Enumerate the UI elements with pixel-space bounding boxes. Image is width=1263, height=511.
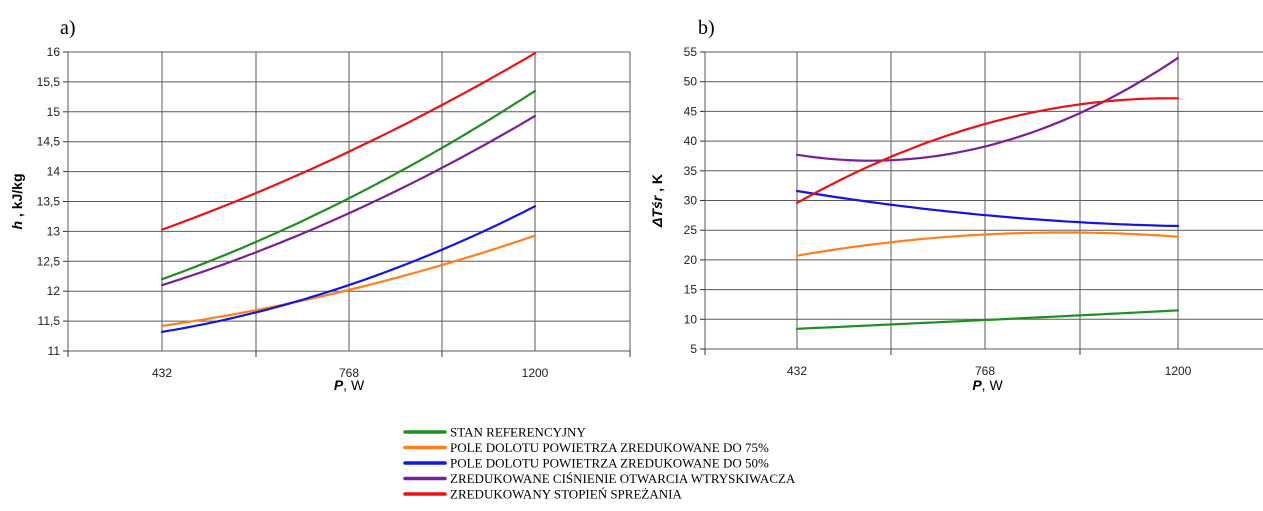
x-axis-title: P, W <box>972 377 1003 393</box>
y-tick-label: 11 <box>48 344 61 358</box>
y-axis-title: h , kJ/kg <box>9 173 25 229</box>
y-tick-label: 40 <box>684 134 698 148</box>
y-axis-symbol: h <box>9 221 25 230</box>
y-tick-label: 30 <box>684 194 698 208</box>
legend-label: POLE DOLOTU POWIETRZA ZREDUKOWANE DO 50% <box>450 456 769 471</box>
y-tick-label: 14,5 <box>37 135 61 149</box>
legend-label: STAN REFERENCYJNY <box>450 425 586 440</box>
y-axis-unit: , K <box>649 174 665 196</box>
y-tick-label: 15 <box>47 105 61 119</box>
x-tick-label: 432 <box>787 364 807 378</box>
chart-panel-b: b) 5 10 15 20 25 30 35 40 45 50 55 432 768 1200 P, W ΔTś… <box>649 17 1263 393</box>
y-tick-label: 12,5 <box>37 254 61 268</box>
series-line-3 <box>797 191 1178 226</box>
y-tick-label: 16 <box>47 45 61 59</box>
panel-label: a) <box>60 17 76 39</box>
x-tick-label: 432 <box>152 366 172 380</box>
y-tick-label: 10 <box>684 312 698 326</box>
y-tick-label: 11,5 <box>38 314 61 328</box>
y-tick-label: 25 <box>684 223 698 237</box>
y-axis-symbol: ΔTśr <box>649 194 665 228</box>
legend-label: POLE DOLOTU POWIETRZA ZREDUKOWANE DO 75% <box>450 440 769 455</box>
x-tick-label: 768 <box>975 364 995 378</box>
y-tick-label: 14 <box>47 165 61 179</box>
y-tick-label: 35 <box>684 164 698 178</box>
y-tick-label: 12 <box>47 284 61 298</box>
y-tick-label: 15 <box>684 283 698 297</box>
x-axis-title: P, W <box>334 377 365 393</box>
y-tick-label: 13 <box>47 224 61 238</box>
y-tick-label: 20 <box>684 253 698 267</box>
y-tick-label: 13,5 <box>37 195 61 209</box>
x-tick-label: 1200 <box>522 366 549 380</box>
x-axis-unit: , W <box>343 377 365 393</box>
y-axis-title: ΔTśr , K <box>649 174 665 228</box>
x-tick-label: 1200 <box>1165 364 1192 378</box>
y-tick-label: 55 <box>684 45 698 59</box>
y-tick-label: 5 <box>690 342 697 356</box>
series-line-4 <box>797 58 1178 161</box>
y-axis-unit: , kJ/kg <box>9 173 25 220</box>
legend-label: ZREDUKOWANY STOPIEŃ SPREŻANIA <box>450 487 682 502</box>
y-tick-label: 15,5 <box>37 75 61 89</box>
x-axis-unit: , W <box>982 377 1004 393</box>
series-line-5 <box>797 98 1178 203</box>
legend-label: ZREDUKOWANE CIŚNIENIE OTWARCIA WTRYSKIWA… <box>450 471 796 486</box>
y-tick-label: 45 <box>684 104 698 118</box>
panel-label: b) <box>698 17 715 39</box>
series-line-2 <box>797 233 1178 256</box>
y-tick-label: 50 <box>684 75 698 89</box>
